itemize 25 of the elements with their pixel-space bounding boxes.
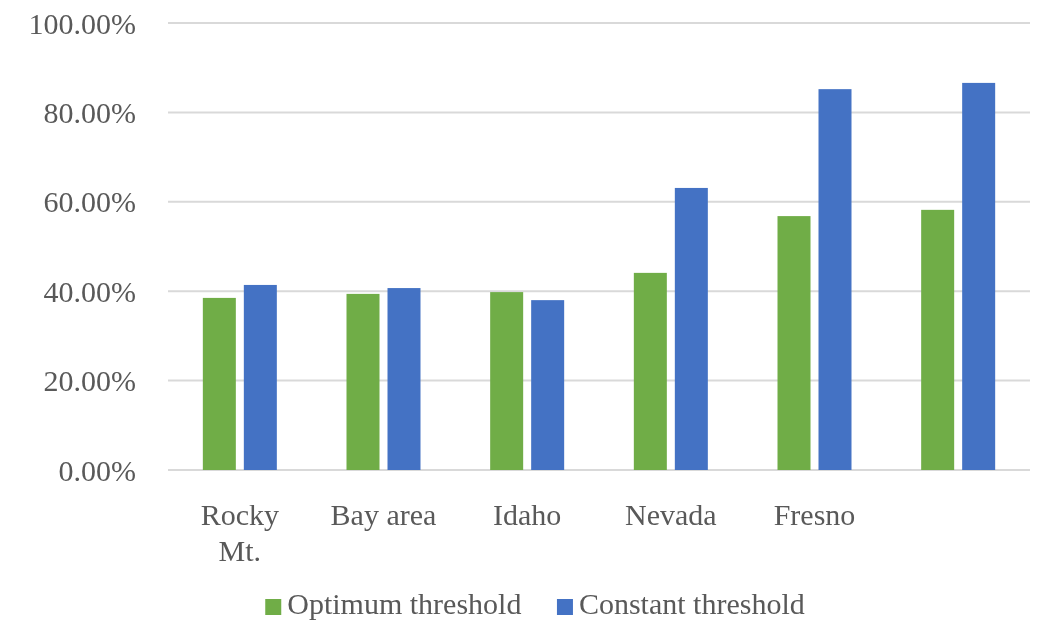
- y-tick-label: 100.00%: [28, 6, 136, 40]
- x-tick-label: Fresno: [773, 498, 856, 531]
- x-tick-label: Nevada: [625, 498, 717, 531]
- bar: [777, 216, 811, 470]
- bar: [243, 284, 277, 470]
- legend-label: Constant threshold: [578, 587, 805, 620]
- bar: [674, 187, 708, 470]
- bar: [818, 89, 852, 470]
- legend-label: Optimum threshold: [287, 587, 522, 620]
- bar: [490, 292, 524, 470]
- bar: [633, 272, 667, 470]
- y-tick-label: 60.00%: [43, 185, 136, 219]
- x-tick-label: Idaho: [493, 498, 562, 531]
- bar: [962, 82, 996, 470]
- x-tick-label: Bay area: [330, 498, 437, 531]
- y-tick-label: 20.00%: [43, 364, 136, 398]
- y-tick-label: 40.00%: [43, 274, 136, 308]
- bar: [202, 297, 236, 470]
- y-tick-label: 0.00%: [58, 453, 136, 487]
- bar: [531, 300, 565, 470]
- bar: [921, 209, 955, 470]
- bar: [387, 288, 421, 470]
- x-tick-label: Rocky Mt.: [200, 498, 279, 567]
- y-tick-label: 80.00%: [43, 95, 136, 129]
- bar: [346, 293, 380, 470]
